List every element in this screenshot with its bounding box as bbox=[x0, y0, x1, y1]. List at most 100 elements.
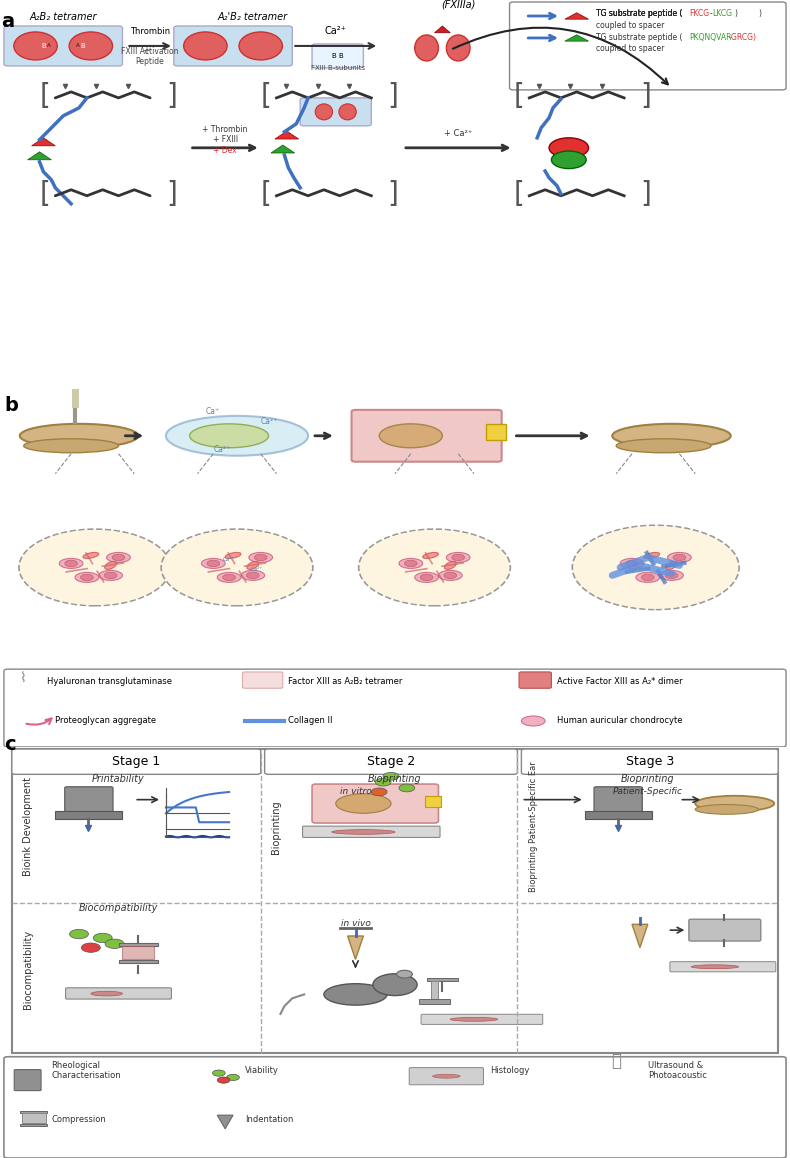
Circle shape bbox=[163, 530, 311, 604]
Bar bbox=[419, 999, 450, 1004]
Circle shape bbox=[404, 560, 417, 566]
Ellipse shape bbox=[399, 558, 423, 569]
Text: A₂'B₂ tetramer: A₂'B₂ tetramer bbox=[218, 12, 288, 22]
FancyBboxPatch shape bbox=[352, 410, 502, 462]
Text: ): ) bbox=[735, 9, 738, 19]
Circle shape bbox=[217, 1077, 230, 1083]
Ellipse shape bbox=[70, 32, 112, 60]
Text: Collagen II: Collagen II bbox=[288, 717, 333, 725]
Text: Bioprinting: Bioprinting bbox=[272, 800, 281, 853]
Polygon shape bbox=[271, 145, 295, 153]
Text: FXIII Activation
Peptide: FXIII Activation Peptide bbox=[122, 46, 179, 66]
Bar bbox=[431, 981, 438, 1001]
Text: + FXIII: + FXIII bbox=[213, 134, 238, 144]
FancyBboxPatch shape bbox=[66, 988, 171, 999]
Circle shape bbox=[359, 529, 510, 606]
Ellipse shape bbox=[83, 552, 99, 558]
FancyBboxPatch shape bbox=[55, 812, 122, 819]
Text: TG substrate peptide (: TG substrate peptide ( bbox=[596, 34, 683, 43]
Ellipse shape bbox=[612, 424, 731, 448]
Text: B: B bbox=[81, 43, 85, 49]
Circle shape bbox=[93, 933, 112, 943]
Text: FXIII B-subunits: FXIII B-subunits bbox=[311, 65, 365, 71]
Text: ]: ] bbox=[640, 82, 651, 110]
Text: + ·: + · bbox=[143, 46, 157, 56]
Ellipse shape bbox=[183, 32, 228, 60]
Text: [: [ bbox=[514, 179, 525, 207]
Ellipse shape bbox=[239, 32, 283, 60]
FancyBboxPatch shape bbox=[670, 961, 776, 972]
FancyBboxPatch shape bbox=[174, 25, 292, 66]
Text: Stage 3: Stage 3 bbox=[626, 755, 674, 768]
Circle shape bbox=[65, 560, 77, 566]
Bar bbox=[486, 424, 506, 440]
Text: in vitro: in vitro bbox=[340, 786, 371, 796]
Text: Bioprinting: Bioprinting bbox=[368, 775, 422, 784]
Circle shape bbox=[21, 530, 169, 604]
Ellipse shape bbox=[324, 983, 387, 1005]
Ellipse shape bbox=[75, 572, 99, 582]
Ellipse shape bbox=[225, 552, 241, 558]
Bar bbox=[22, 1113, 46, 1123]
Ellipse shape bbox=[446, 552, 470, 563]
Polygon shape bbox=[32, 138, 55, 146]
Text: + Dex: + Dex bbox=[213, 146, 237, 155]
Circle shape bbox=[397, 970, 412, 979]
Ellipse shape bbox=[616, 439, 711, 453]
Text: B: B bbox=[41, 43, 46, 49]
Bar bbox=[122, 946, 154, 959]
FancyBboxPatch shape bbox=[4, 1057, 786, 1158]
FancyBboxPatch shape bbox=[421, 1014, 543, 1025]
Ellipse shape bbox=[217, 572, 241, 582]
Circle shape bbox=[19, 529, 171, 606]
Bar bbox=[425, 796, 441, 807]
FancyBboxPatch shape bbox=[14, 1070, 41, 1091]
Ellipse shape bbox=[24, 439, 118, 453]
Text: TG substrate peptide (: TG substrate peptide ( bbox=[596, 9, 683, 19]
Text: PKQNQVAR: PKQNQVAR bbox=[689, 34, 732, 43]
Circle shape bbox=[254, 555, 267, 560]
Ellipse shape bbox=[190, 424, 269, 448]
Ellipse shape bbox=[339, 104, 356, 119]
Circle shape bbox=[673, 555, 686, 560]
Circle shape bbox=[161, 529, 313, 606]
Circle shape bbox=[444, 572, 457, 579]
Bar bbox=[20, 1123, 47, 1126]
Text: A: A bbox=[47, 44, 51, 49]
Text: -: - bbox=[709, 9, 712, 19]
Text: + Thrombin: + Thrombin bbox=[202, 125, 248, 134]
Circle shape bbox=[81, 574, 93, 580]
Circle shape bbox=[371, 787, 387, 796]
FancyBboxPatch shape bbox=[312, 784, 438, 823]
Text: Proteoglycan aggregate: Proteoglycan aggregate bbox=[55, 717, 156, 725]
Ellipse shape bbox=[241, 571, 265, 580]
Polygon shape bbox=[28, 152, 51, 160]
Ellipse shape bbox=[59, 558, 83, 569]
Text: TG substrate peptide (: TG substrate peptide ( bbox=[596, 9, 683, 19]
FancyBboxPatch shape bbox=[594, 786, 642, 814]
Bar bbox=[427, 979, 458, 981]
Ellipse shape bbox=[636, 572, 660, 582]
FancyBboxPatch shape bbox=[65, 786, 113, 814]
Text: Ultrasound &
Photoacoustic: Ultrasound & Photoacoustic bbox=[648, 1061, 707, 1080]
Ellipse shape bbox=[444, 562, 457, 570]
Text: A: A bbox=[76, 44, 79, 49]
Text: Rheological
Characterisation: Rheological Characterisation bbox=[51, 1061, 121, 1080]
Polygon shape bbox=[348, 936, 363, 959]
Ellipse shape bbox=[249, 552, 273, 563]
FancyBboxPatch shape bbox=[312, 44, 363, 68]
Text: Ca²⁺: Ca²⁺ bbox=[250, 567, 263, 572]
Text: Printability: Printability bbox=[92, 775, 145, 784]
Ellipse shape bbox=[450, 1018, 498, 1021]
Bar bbox=[20, 1112, 47, 1113]
Text: [: [ bbox=[261, 82, 272, 110]
FancyBboxPatch shape bbox=[243, 672, 283, 688]
Text: Stage 1: Stage 1 bbox=[112, 755, 160, 768]
FancyBboxPatch shape bbox=[303, 826, 440, 837]
Text: Compression: Compression bbox=[51, 1114, 106, 1123]
Ellipse shape bbox=[91, 991, 122, 996]
Text: LKCG: LKCG bbox=[713, 9, 732, 19]
Text: a: a bbox=[2, 12, 15, 31]
Text: Viability: Viability bbox=[245, 1065, 279, 1075]
Ellipse shape bbox=[691, 965, 739, 969]
